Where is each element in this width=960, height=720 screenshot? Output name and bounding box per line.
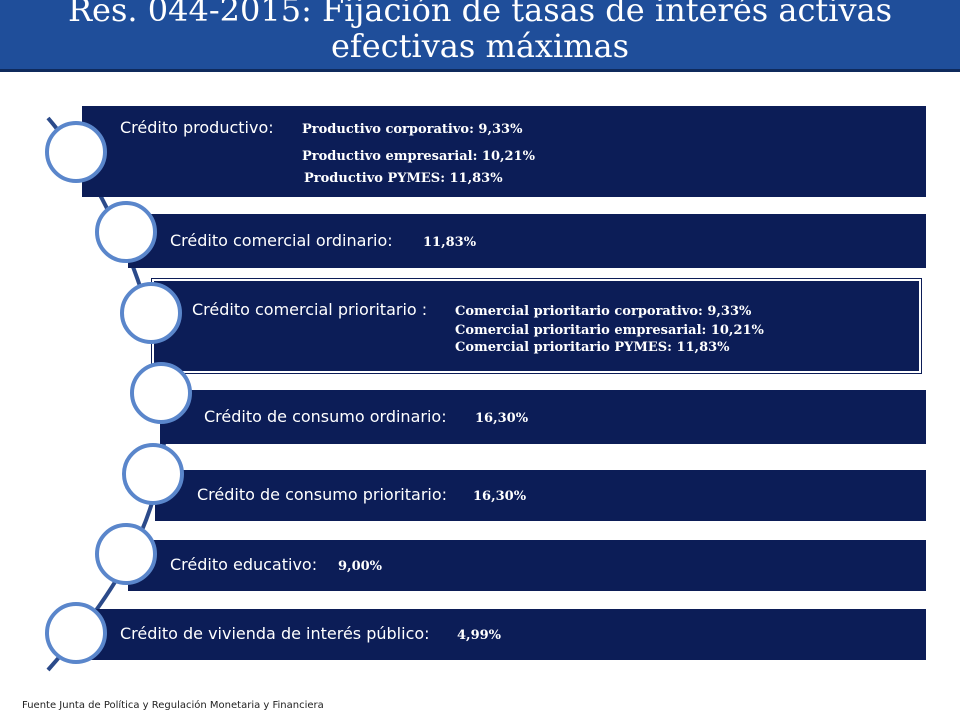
title-banner: Res. 044-2015: Fijación de tasas de inte… <box>0 0 960 72</box>
item-value: Productivo empresarial: 10,21% <box>302 149 535 164</box>
bullet-circle <box>95 201 157 263</box>
item-value: 11,83% <box>423 235 477 250</box>
bullet-circle <box>45 602 107 664</box>
item-value: Productivo PYMES: 11,83% <box>304 171 503 186</box>
bullet-circle <box>95 523 157 585</box>
item-label: Crédito educativo: <box>170 555 318 574</box>
item-bar-consumo-prioritario: Crédito de consumo prioritario: 16,30% <box>155 470 926 521</box>
item-label: Crédito de consumo ordinario: <box>204 407 447 426</box>
page-title: Res. 044-2015: Fijación de tasas de inte… <box>67 0 893 65</box>
item-value: Comercial prioritario PYMES: 11,83% <box>455 340 730 355</box>
item-label: Crédito de vivienda de interés público: <box>120 624 430 643</box>
source-footnote: Fuente Junta de Política y Regulación Mo… <box>22 700 324 711</box>
bullet-circle <box>45 121 107 183</box>
item-bar-vivienda: Crédito de vivienda de interés público: … <box>82 609 926 660</box>
item-value: 16,30% <box>475 411 529 426</box>
item-value: Productivo corporativo: 9,33% <box>302 122 523 137</box>
bullet-circle <box>122 443 184 505</box>
item-bar-productivo: Crédito productivo: Productivo corporati… <box>82 106 926 197</box>
item-label: Crédito productivo: <box>120 118 274 137</box>
item-label: Crédito comercial ordinario: <box>170 231 393 250</box>
item-label: Crédito comercial prioritario : <box>192 300 428 319</box>
bullet-circle <box>120 282 182 344</box>
item-label: Crédito de consumo prioritario: <box>197 485 448 504</box>
item-bar-comercial-ordinario: Crédito comercial ordinario: 11,83% <box>128 214 926 268</box>
item-value: Comercial prioritario empresarial: 10,21… <box>455 323 764 338</box>
item-value: 16,30% <box>473 489 527 504</box>
item-bar-educativo: Crédito educativo: 9,00% <box>128 540 926 591</box>
item-bar-consumo-ordinario: Crédito de consumo ordinario: 16,30% <box>160 390 926 444</box>
bullet-circle <box>130 362 192 424</box>
item-value: 4,99% <box>457 628 502 643</box>
item-value: 9,00% <box>338 559 383 574</box>
item-value: Comercial prioritario corporativo: 9,33% <box>455 304 752 319</box>
item-bar-comercial-prioritario: Crédito comercial prioritario : Comercia… <box>152 279 921 373</box>
